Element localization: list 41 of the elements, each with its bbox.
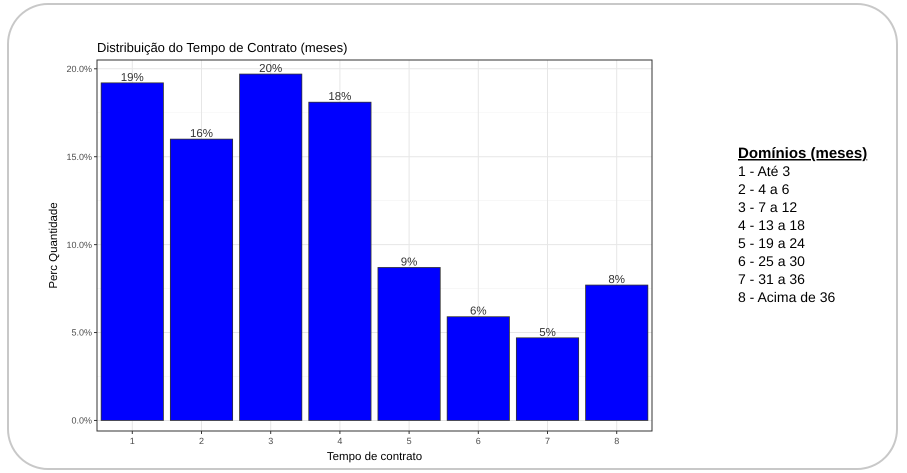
bar bbox=[100, 82, 164, 421]
text: 3 - 7 a 12 bbox=[738, 199, 798, 215]
chart-title: Distribuição do Tempo de Contrato (meses) bbox=[97, 40, 348, 55]
bar bbox=[239, 74, 302, 421]
y-axis-title: Perc Quantidade bbox=[48, 202, 60, 289]
bar bbox=[516, 337, 580, 421]
bar bbox=[378, 267, 441, 421]
text: 1 - Até 3 bbox=[738, 163, 790, 179]
data-label: 18% bbox=[328, 91, 352, 104]
y-tick-label: 10.0% bbox=[66, 240, 92, 250]
bar bbox=[446, 316, 510, 421]
data-label: 16% bbox=[190, 128, 214, 140]
bar bbox=[308, 102, 372, 421]
text: 4 - 13 a 18 bbox=[738, 217, 806, 233]
text: 2 - 4 a 6 bbox=[738, 181, 790, 197]
data-label: 20% bbox=[259, 63, 282, 76]
data-label: 19% bbox=[120, 72, 144, 84]
text: 5 - 19 a 24 bbox=[738, 235, 806, 251]
text: 8 - Acima de 36 bbox=[738, 289, 836, 305]
y-tick-label: 0.0% bbox=[71, 416, 92, 426]
text: 6 - 25 a 30 bbox=[738, 253, 806, 269]
data-label: 8% bbox=[608, 274, 626, 286]
data-label: 9% bbox=[400, 256, 418, 268]
x-tick-label: 1 bbox=[130, 436, 135, 446]
y-tick-label: 15.0% bbox=[66, 152, 92, 162]
x-tick-label: 2 bbox=[198, 436, 204, 446]
y-tick-label: 5.0% bbox=[71, 328, 92, 338]
x-tick-label: 6 bbox=[476, 436, 481, 446]
text: 7 - 31 a 36 bbox=[738, 271, 806, 287]
x-axis-title: Tempo de contrato bbox=[326, 451, 422, 463]
x-tick-label: 5 bbox=[406, 436, 412, 446]
x-tick-label: 7 bbox=[544, 436, 550, 446]
bar bbox=[585, 284, 648, 421]
data-label: 6% bbox=[470, 306, 487, 318]
bar bbox=[170, 138, 234, 421]
data-label: 5% bbox=[539, 326, 556, 339]
x-tick-label: 3 bbox=[268, 436, 274, 446]
x-tick-label: 4 bbox=[337, 436, 342, 446]
x-tick-label: 8 bbox=[614, 436, 620, 446]
y-tick-label: 20.0% bbox=[66, 64, 92, 74]
text: Domínios (meses) bbox=[738, 145, 868, 162]
